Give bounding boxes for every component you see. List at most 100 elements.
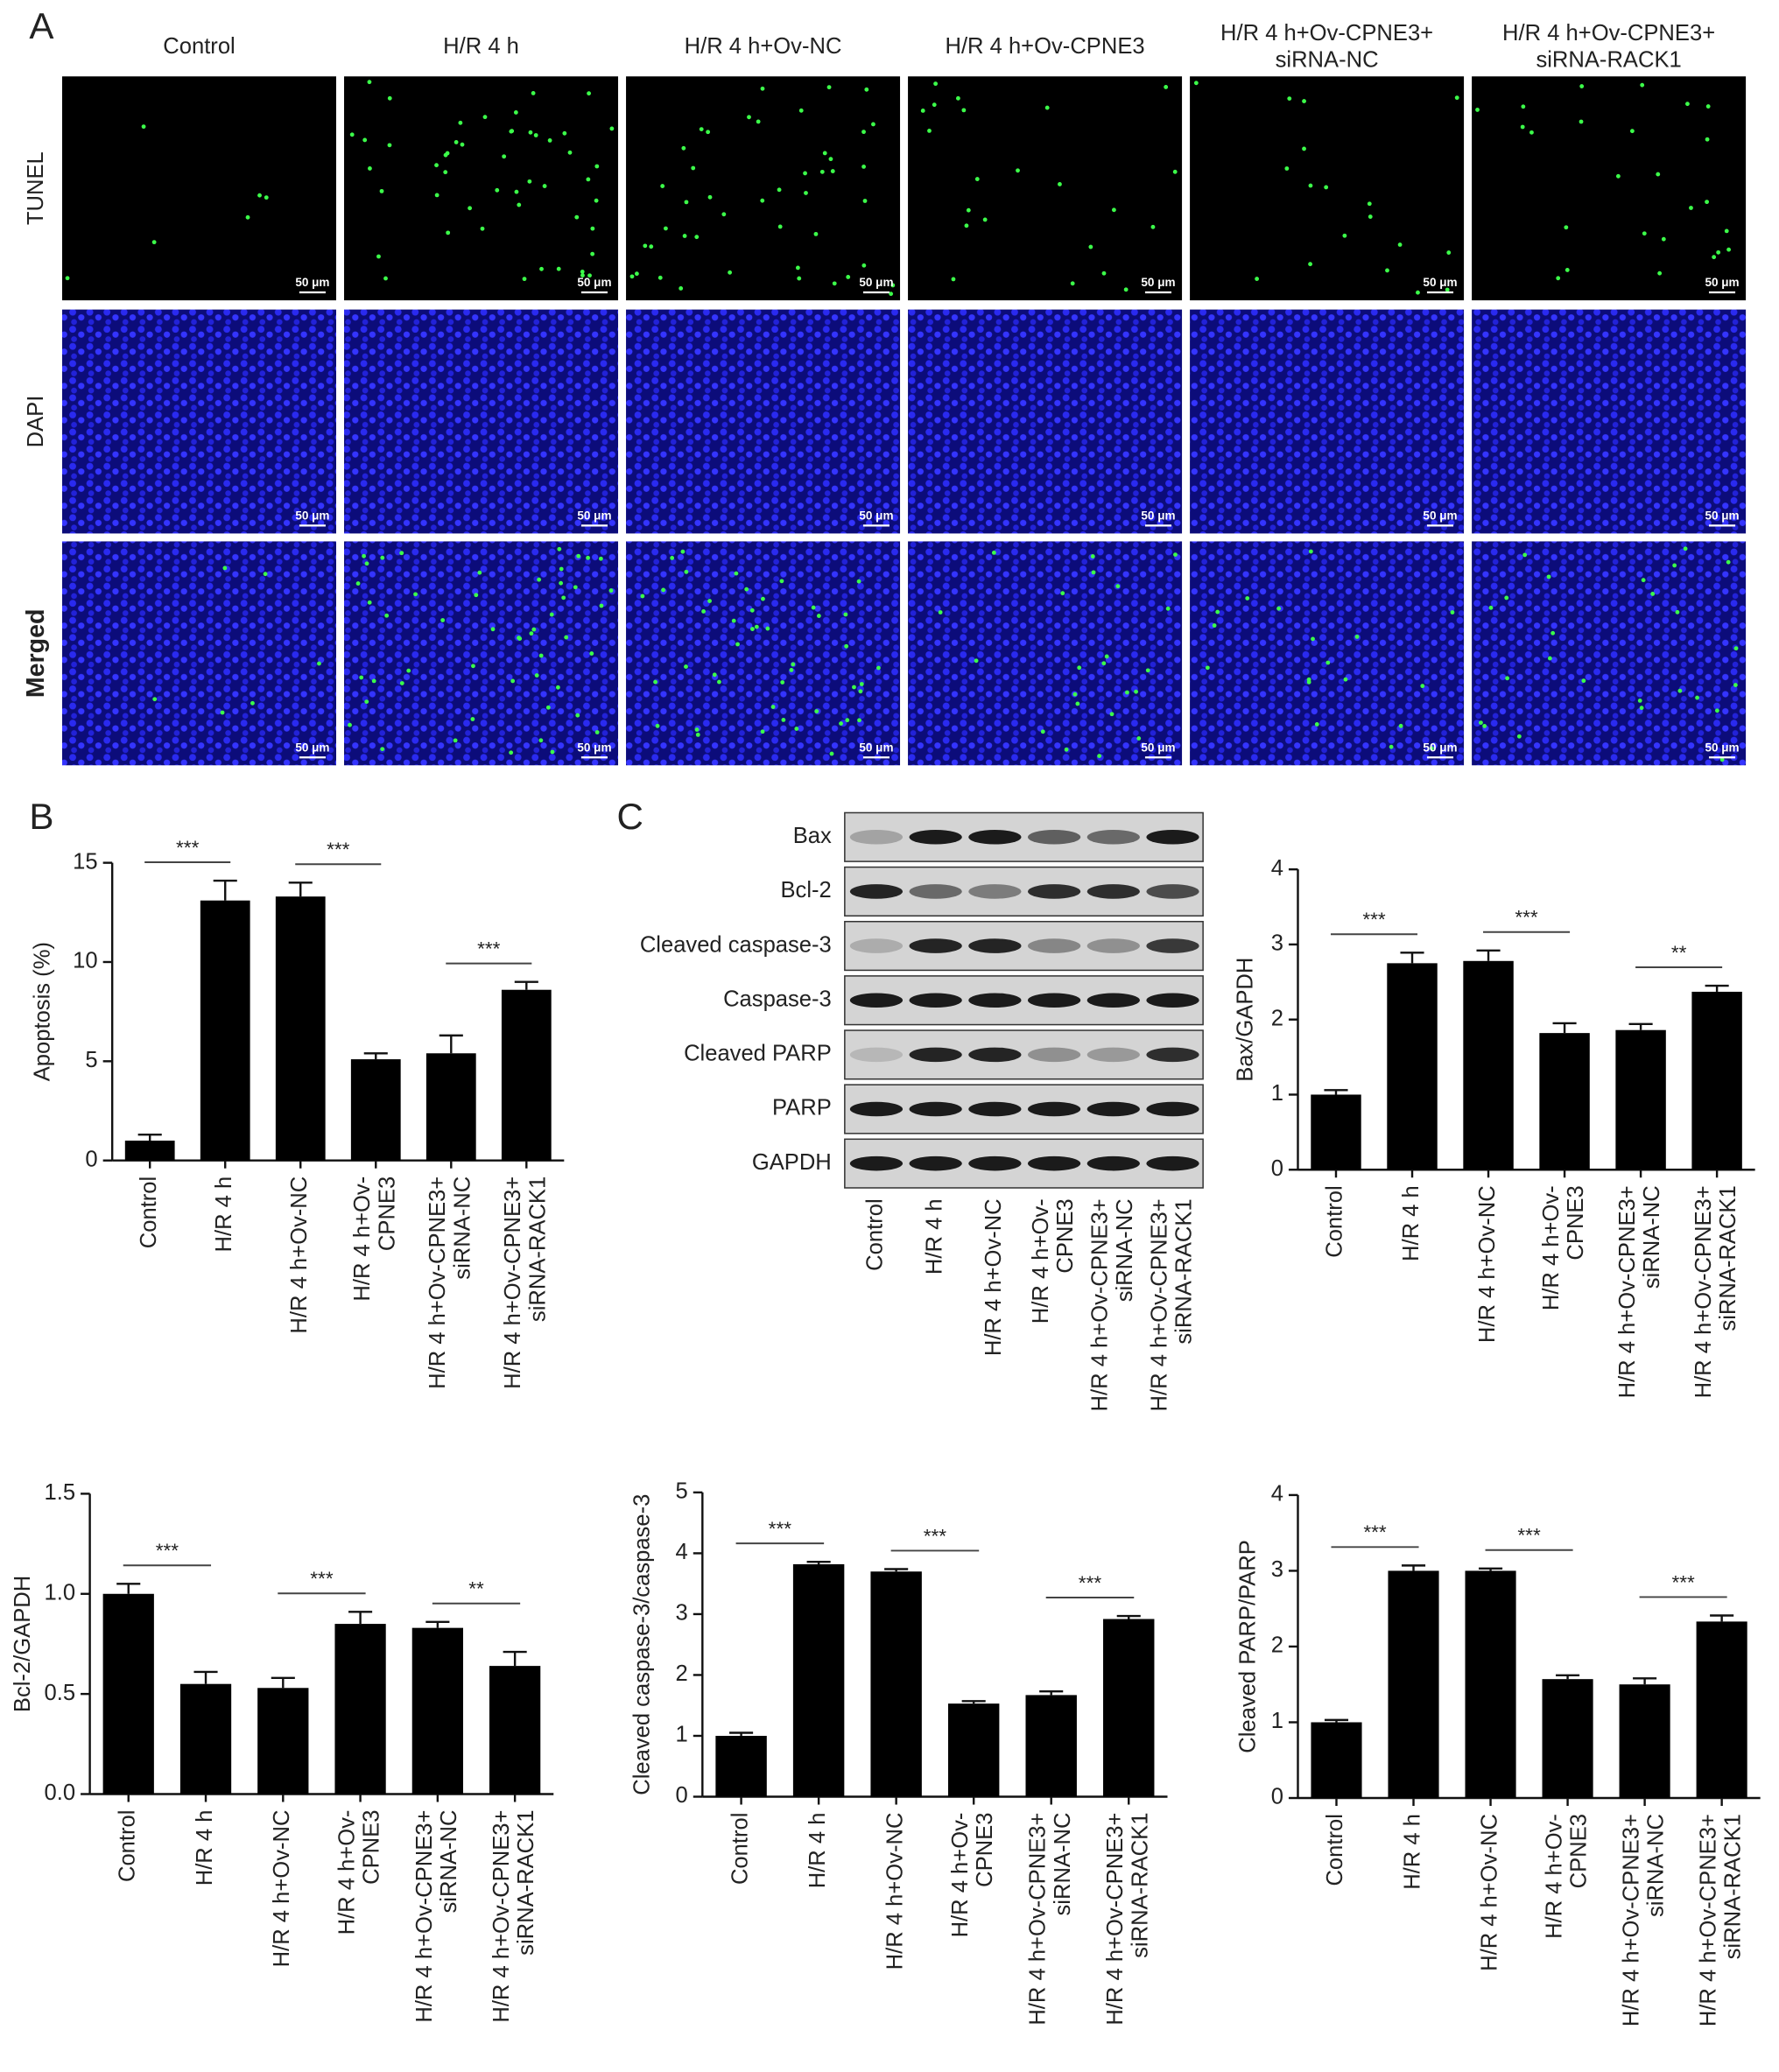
tunel-dot — [468, 206, 473, 211]
tunel-dot — [816, 614, 821, 618]
tunel-dot — [250, 700, 255, 706]
tunel-dot — [721, 212, 727, 217]
blot-band — [968, 993, 1022, 1008]
y-tick-label: 2 — [676, 1661, 688, 1686]
micrograph — [908, 76, 1183, 301]
tunel-dot — [364, 699, 369, 705]
tunel-dot — [1529, 130, 1534, 135]
tunel-dot — [1072, 692, 1078, 697]
tunel-dot — [1656, 172, 1661, 177]
tunel-dot — [474, 593, 479, 598]
tunel-dot — [830, 169, 835, 173]
tunel-dot — [477, 570, 482, 575]
tunel-dot — [1090, 554, 1095, 558]
tunel-dot — [470, 717, 475, 721]
lane-label: H/R 4 h+Ov-CPNE3+siRNA-RACK1 — [1147, 1198, 1196, 1411]
tunel-dot — [1040, 729, 1045, 734]
tunel-dot — [517, 202, 522, 207]
bar — [102, 1593, 154, 1795]
tunel-dot — [1368, 214, 1373, 219]
tunel-dot — [680, 549, 686, 554]
micrograph — [908, 309, 1183, 534]
tunel-dot — [406, 668, 411, 673]
tunel-dot — [1564, 225, 1569, 230]
blot-strip — [844, 920, 1204, 972]
tunel-dot — [1716, 249, 1721, 255]
column-label: H/R 4 h — [443, 34, 519, 59]
bar — [179, 1683, 232, 1795]
micrograph — [344, 309, 619, 534]
tunel-dot — [1629, 129, 1635, 134]
tunel-dot — [699, 127, 704, 132]
tunel-dot — [707, 194, 713, 200]
tunel-dot — [480, 226, 485, 231]
significance-label: *** — [1079, 1572, 1102, 1594]
lane-label: H/R 4 h+Ov-CPNE3 — [1029, 1198, 1078, 1324]
tunel-dot — [533, 133, 538, 137]
tunel-dot — [380, 555, 385, 560]
x-tick-label: H/R 4 h+Ov-CPNE3+siRNA-NC — [1619, 1814, 1668, 2026]
column-label: H/R 4 h+Ov-NC — [685, 34, 842, 59]
significance-label: *** — [1517, 1525, 1541, 1547]
y-tick-label: 4 — [676, 1540, 688, 1564]
tunel-dot — [220, 710, 225, 715]
tunel-dot — [1650, 592, 1656, 596]
tunel-dot — [1389, 744, 1394, 749]
tunel-dot — [856, 579, 861, 584]
tunel-dot — [791, 662, 796, 667]
tunel-dot — [1705, 104, 1711, 109]
tunel-dot — [1550, 630, 1556, 636]
x-tick-label: H/R 4 h+Ov-CPNE3 — [1539, 1185, 1588, 1310]
tunel-dot — [490, 627, 496, 632]
x-tick-label: H/R 4 h — [805, 1813, 830, 1889]
y-tick-label: 1 — [1271, 1709, 1283, 1733]
y-tick-label: 4 — [1271, 1482, 1283, 1507]
x-tick-label: H/R 4 h+Ov-CPNE3+siRNA-RACK1 — [501, 1176, 550, 1389]
tunel-dot — [380, 747, 385, 752]
tunel-dot — [932, 102, 937, 108]
blot-band — [1146, 884, 1199, 899]
x-tick-label: H/R 4 h+Ov-NC — [287, 1176, 312, 1334]
protein-label: Cleaved PARP — [684, 1042, 832, 1066]
scale-bar-label: 50 μm — [1423, 509, 1457, 522]
tunel-dot — [580, 269, 585, 274]
tunel-dot — [359, 675, 364, 680]
x-tick-label: Control — [1323, 1814, 1347, 1886]
tunel-dot — [1615, 173, 1621, 179]
protein-label: Bax — [793, 824, 832, 848]
tunel-dot — [564, 635, 569, 640]
blot-band — [968, 830, 1022, 845]
y-tick-label: 0.5 — [44, 1681, 75, 1705]
tunel-dot — [1354, 635, 1360, 639]
tunel-dot — [681, 145, 686, 151]
blot-band — [1086, 993, 1140, 1008]
tunel-dot — [701, 609, 706, 614]
micrograph — [626, 76, 901, 301]
column-label: H/R 4 h+Ov-CPNE3+ siRNA-NC — [1220, 21, 1433, 73]
tunel-dot — [245, 214, 250, 220]
tunel-dot — [367, 80, 372, 85]
y-tick-label: 0 — [1271, 1785, 1283, 1809]
x-tick-label: H/R 4 h+Ov-CPNE3+siRNA-RACK1 — [1103, 1813, 1152, 2026]
significance-label: ** — [1671, 942, 1687, 964]
significance-label: *** — [327, 839, 350, 860]
tunel-dot — [547, 138, 552, 143]
tunel-dot — [797, 276, 802, 281]
tunel-dot — [1308, 183, 1313, 188]
y-tick-label: 1 — [1271, 1081, 1283, 1106]
y-axis-label: Bcl-2/GAPDH — [11, 1576, 35, 1712]
tunel-dot — [794, 727, 799, 731]
tunel-dot — [890, 283, 896, 288]
tunel-dot — [991, 550, 996, 555]
tunel-dot — [561, 595, 566, 601]
y-tick-label: 2 — [1271, 1006, 1283, 1030]
tunel-dot — [222, 565, 228, 571]
tunel-dot — [694, 235, 700, 240]
tunel-dot — [712, 672, 717, 678]
blot-band — [968, 1047, 1022, 1063]
x-tick-label: H/R 4 h+Ov-NC — [882, 1813, 907, 1970]
tunel-dot — [845, 718, 850, 723]
tunel-dot — [1714, 708, 1719, 713]
micrograph — [626, 541, 901, 766]
blot-strip — [844, 1084, 1204, 1134]
